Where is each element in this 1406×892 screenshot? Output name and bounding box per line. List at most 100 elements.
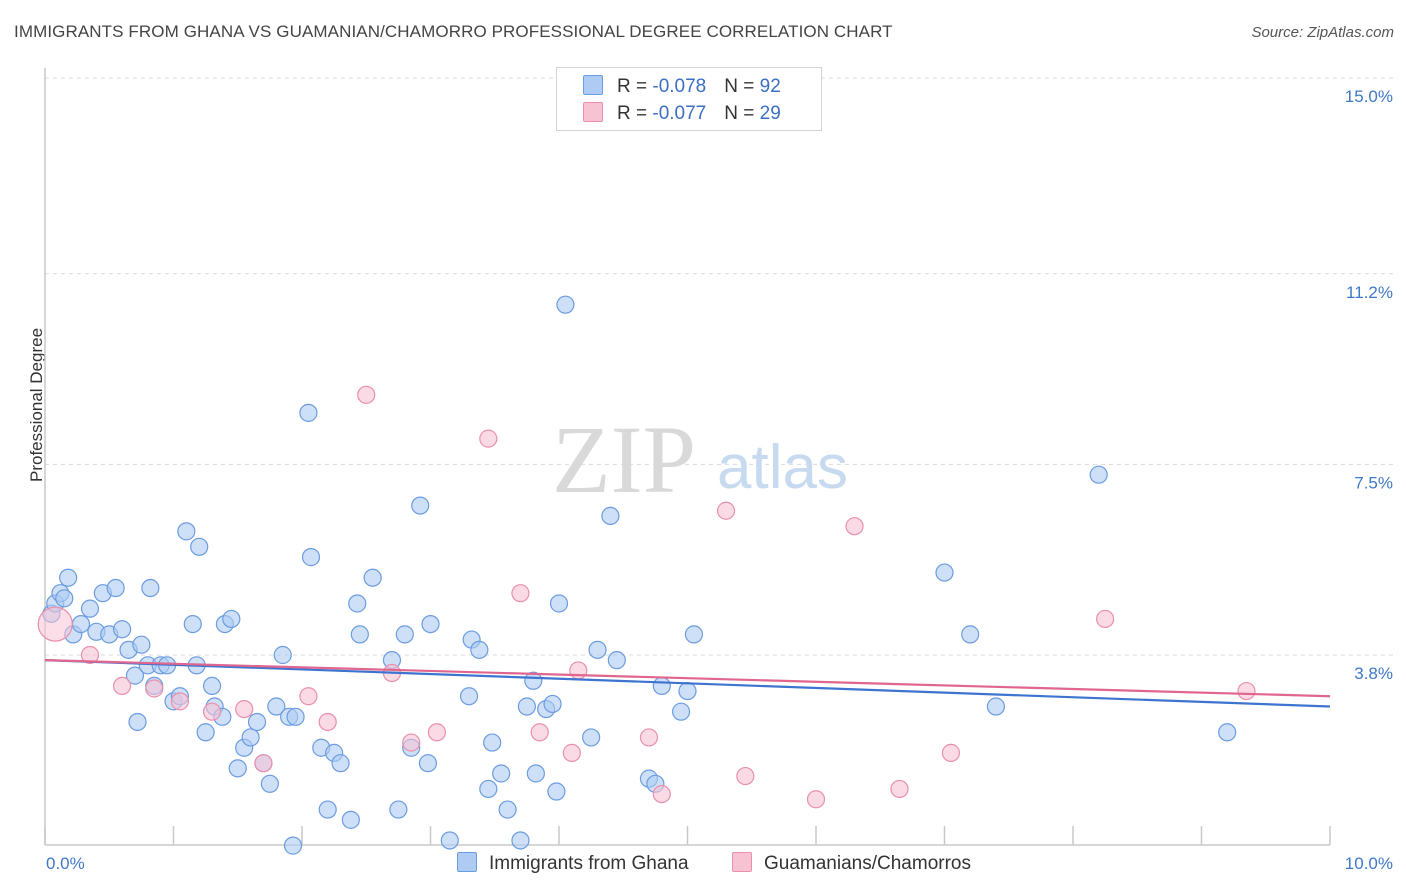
- legend-n-label: N =: [724, 103, 760, 124]
- point-guamanian: [1237, 681, 1256, 701]
- series-ghana-points: [42, 295, 1237, 855]
- point-guamanian: [1096, 609, 1115, 629]
- chart-title: IMMIGRANTS FROM GHANA VS GUAMANIAN/CHAMO…: [14, 22, 893, 41]
- point-ghana: [299, 403, 318, 422]
- legend-item-ghana[interactable]: Immigrants from Ghana: [457, 852, 689, 875]
- point-ghana: [961, 625, 980, 644]
- series-legend: Immigrants from Ghana Guamanians/Chamorr…: [0, 852, 1406, 878]
- point-ghana: [183, 614, 202, 634]
- point-guamanian: [890, 779, 909, 799]
- point-ghana: [1218, 723, 1237, 742]
- point-ghana: [112, 620, 132, 639]
- point-ghana: [59, 568, 78, 587]
- point-ghana: [132, 635, 151, 654]
- point-ghana: [483, 733, 502, 752]
- point-guamanian: [562, 743, 581, 762]
- point-ghana: [524, 671, 543, 690]
- legend-item-label: Immigrants from Ghana: [489, 853, 689, 874]
- point-ghana: [549, 594, 569, 613]
- point-guamanian: [37, 606, 73, 642]
- point-ghana: [128, 712, 147, 732]
- grid-lines: [45, 77, 1393, 656]
- legend-swatch-blue: [457, 852, 477, 872]
- legend-n-value: 92: [759, 76, 781, 97]
- legend-n-value: 29: [759, 103, 781, 124]
- point-ghana: [196, 723, 215, 742]
- point-guamanian: [806, 790, 826, 809]
- axes: [44, 68, 1331, 846]
- point-ghana: [331, 754, 350, 773]
- trend-line-guamanian: [44, 659, 1331, 698]
- point-ghana: [492, 764, 511, 783]
- point-guamanian: [941, 743, 961, 762]
- point-ghana: [511, 831, 530, 850]
- legend-item-label: Guamanians/Chamorros: [764, 853, 971, 874]
- legend-swatch-pink: [583, 102, 603, 122]
- x-tick-label-min: 0.0%: [46, 854, 85, 873]
- legend-r-value: -0.077: [652, 103, 707, 124]
- point-ghana: [607, 651, 626, 670]
- y-tick-label: 7.5%: [1354, 473, 1393, 492]
- point-ghana: [202, 676, 222, 696]
- point-guamanian: [202, 702, 222, 721]
- point-ghana: [348, 594, 367, 613]
- point-ghana: [350, 625, 369, 644]
- watermark-zip: ZIP: [552, 406, 696, 513]
- point-ghana: [222, 609, 241, 629]
- series-guamanian-points: [37, 385, 1256, 809]
- point-ghana: [55, 589, 74, 608]
- point-ghana: [498, 800, 517, 819]
- point-ghana: [80, 599, 100, 618]
- point-guamanian: [479, 429, 498, 448]
- point-guamanian: [427, 723, 447, 742]
- point-guamanian: [736, 766, 755, 786]
- point-guamanian: [112, 676, 132, 696]
- point-guamanian: [569, 661, 588, 680]
- point-ghana: [301, 548, 321, 567]
- point-ghana: [341, 810, 360, 829]
- point-guamanian: [170, 692, 190, 711]
- point-ghana: [241, 728, 260, 747]
- point-guamanian: [530, 723, 549, 742]
- point-guamanian: [254, 754, 273, 773]
- point-ghana: [547, 782, 566, 801]
- legend-swatch-pink: [732, 852, 752, 872]
- point-ghana: [543, 694, 562, 714]
- point-ghana: [273, 645, 292, 665]
- point-ghana: [286, 707, 305, 726]
- y-tick-labels: 3.8% 7.5% 11.2% 15.0%: [1345, 87, 1393, 683]
- point-ghana: [678, 681, 697, 701]
- point-guamanian: [511, 584, 530, 603]
- point-ghana: [684, 625, 704, 644]
- trend-line-ghana: [44, 659, 1331, 708]
- point-ghana: [556, 295, 575, 314]
- point-guamanian: [80, 645, 100, 665]
- point-ghana: [260, 774, 279, 793]
- legend-r-value: -0.078: [652, 76, 707, 97]
- point-guamanian: [145, 679, 164, 698]
- point-ghana: [318, 800, 337, 819]
- x-tick-label-max: 10.0%: [1345, 854, 1393, 873]
- point-ghana: [986, 697, 1006, 716]
- y-tick-label: 3.8%: [1354, 664, 1393, 683]
- point-ghana: [228, 759, 247, 778]
- legend-swatch-blue: [583, 75, 603, 95]
- point-ghana: [935, 563, 954, 582]
- point-ghana: [517, 697, 536, 716]
- point-guamanian: [716, 501, 736, 520]
- point-ghana: [421, 614, 440, 634]
- legend-item-guamanian[interactable]: Guamanians/Chamorros: [732, 852, 971, 875]
- point-ghana: [418, 754, 438, 773]
- point-ghana: [267, 697, 286, 716]
- point-guamanian: [402, 733, 421, 752]
- legend-n-label: N =: [724, 76, 760, 97]
- point-ghana: [440, 831, 459, 850]
- legend-r-label: R =: [617, 103, 653, 124]
- point-ghana: [71, 614, 91, 634]
- watermark-atlas: atlas: [717, 433, 848, 502]
- point-ghana: [582, 728, 601, 747]
- legend-r-label: R =: [617, 76, 653, 97]
- y-tick-label: 11.2%: [1346, 283, 1393, 302]
- point-guamanian: [845, 517, 864, 536]
